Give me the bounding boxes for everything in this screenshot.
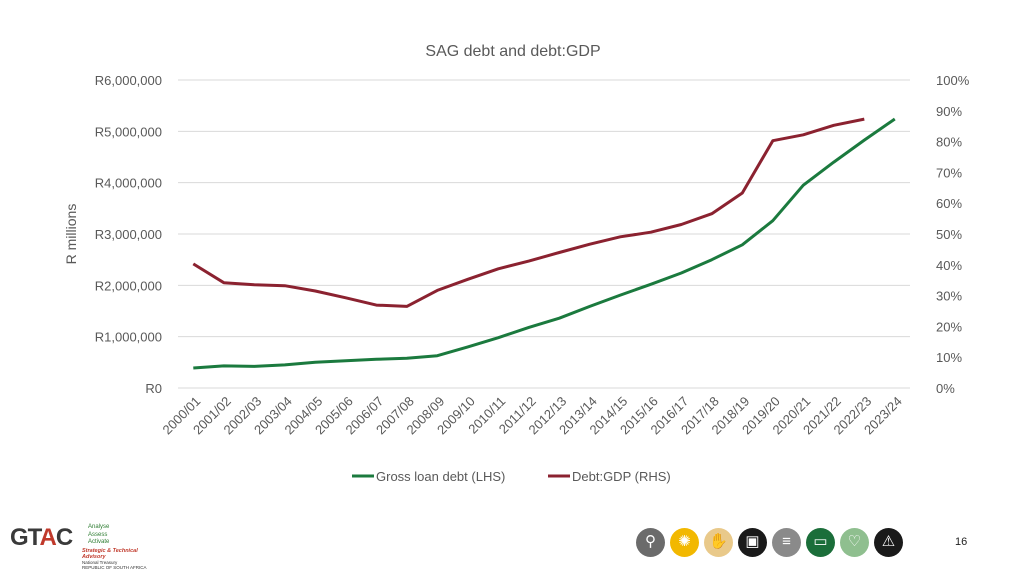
treasury-line: REPUBLIC OF SOUTH AFRICA [82, 565, 147, 570]
logo-tagline: Assess [88, 531, 108, 538]
bus-icon-glyph: ▣ [745, 533, 760, 550]
road-icon: ≡ [772, 528, 801, 557]
y2-tick-label: 90% [936, 104, 962, 119]
y2-tick-label: 10% [936, 350, 962, 365]
logo-wordmark: GTAC [10, 524, 73, 552]
y-tick-label: R2,000,000 [95, 278, 162, 293]
series-line-gross-loan-debt [193, 117, 896, 370]
gtac-logo: GTAC Analyse Assess Activate Strategic &… [10, 520, 150, 572]
water-tap-icon: ⚲ [636, 528, 665, 557]
y-tick-label: R1,000,000 [95, 330, 162, 345]
y-tick-label: R0 [145, 381, 162, 396]
y-tick-label: R6,000,000 [95, 73, 162, 88]
legend-label: Debt:GDP (RHS) [572, 469, 671, 484]
y2-tick-label: 50% [936, 227, 962, 242]
y-axis-left: R0 R1,000,000 R2,000,000 R3,000,000 R4,000,0… [95, 73, 162, 396]
logo-wordmark-a: A [39, 524, 57, 551]
y-tick-label: R3,000,000 [95, 227, 162, 242]
hand-icon-glyph: ✋ [709, 533, 728, 550]
logo-taglines: Analyse Assess Activate [88, 524, 109, 547]
ribbon-icon: ♡ [840, 528, 869, 557]
logo-wordmark-gt: GT [10, 524, 41, 551]
y2-tick-label: 100% [936, 73, 970, 88]
logo-wordmark-c: C [55, 524, 73, 551]
book-icon: ▭ [806, 528, 835, 557]
warning-icon: ⚠ [874, 528, 903, 557]
y2-tick-label: 70% [936, 165, 962, 180]
book-icon-glyph: ▭ [813, 533, 828, 550]
legend-label: Gross loan debt (LHS) [376, 469, 505, 484]
y-tick-label: R4,000,000 [95, 176, 162, 191]
y2-tick-label: 40% [936, 258, 962, 273]
lightbulb-icon-glyph: ✺ [678, 533, 691, 550]
logo-subtitle: Strategic & Technical Advisory [82, 548, 138, 560]
y-axis-label: R millions [63, 204, 79, 265]
bus-icon: ▣ [738, 528, 767, 557]
ribbon-icon-glyph: ♡ [847, 533, 862, 550]
y2-tick-label: 0% [936, 381, 955, 396]
logo-tagline: Analyse [88, 524, 110, 530]
gridlines [178, 79, 910, 389]
hand-icon: ✋ [704, 528, 733, 557]
page-number: 16 [955, 536, 968, 548]
x-axis: 2000/012001/022002/032003/042004/052005/… [160, 394, 905, 438]
logo-treasury: National Treasury REPUBLIC OF SOUTH AFRI… [82, 560, 147, 570]
warning-icon-glyph: ⚠ [881, 533, 896, 550]
road-icon-glyph: ≡ [782, 533, 791, 550]
treasury-line: National Treasury [82, 560, 118, 565]
series-group [192, 117, 896, 370]
series-line-debt-gdp [192, 117, 865, 308]
y2-tick-label: 60% [936, 196, 962, 211]
logo-tagline: Activate [88, 539, 110, 545]
y2-tick-label: 30% [936, 289, 962, 304]
legend: Gross loan debt (LHS) Debt:GDP (RHS) [352, 469, 671, 484]
y2-tick-label: 80% [936, 135, 962, 150]
water-tap-icon-glyph: ⚲ [645, 533, 656, 550]
y-axis-right: 0% 10% 20% 30% 40% 50% 60% 70% 80% 90% 100% [936, 73, 970, 396]
y-tick-label: R5,000,000 [95, 124, 162, 139]
y2-tick-label: 20% [936, 319, 962, 334]
lightbulb-icon: ✺ [670, 528, 699, 557]
chart-title: SAG debt and debt:GDP [425, 43, 600, 60]
